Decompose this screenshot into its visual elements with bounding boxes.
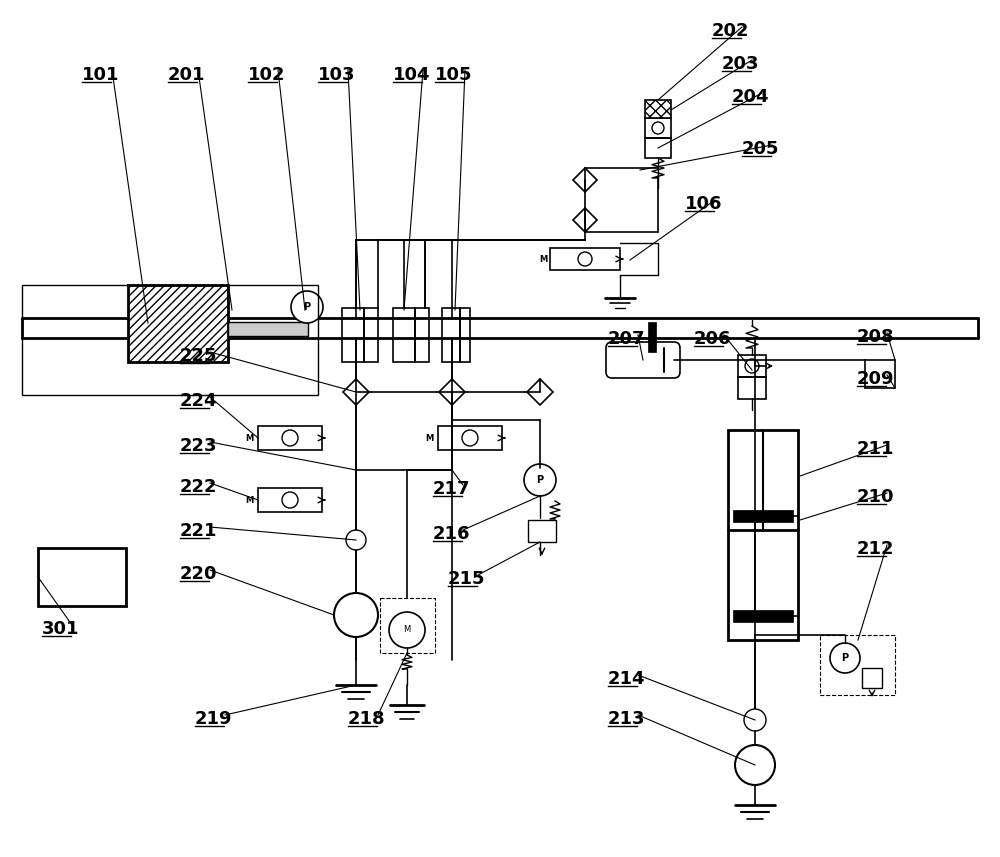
Circle shape bbox=[389, 612, 425, 648]
Text: 301: 301 bbox=[42, 620, 80, 638]
Bar bbox=[820, 635, 895, 695]
Text: 106: 106 bbox=[685, 195, 722, 213]
Text: 208: 208 bbox=[857, 328, 895, 346]
Bar bbox=[645, 138, 671, 158]
Text: 206: 206 bbox=[694, 330, 732, 348]
Bar bbox=[258, 488, 322, 512]
Text: 209: 209 bbox=[857, 370, 895, 388]
Bar bbox=[22, 285, 318, 395]
Text: 207: 207 bbox=[608, 330, 646, 348]
Text: P: P bbox=[536, 475, 544, 485]
Text: P: P bbox=[303, 302, 311, 312]
Text: 201: 201 bbox=[168, 66, 206, 84]
Text: 202: 202 bbox=[712, 22, 750, 40]
Text: 225: 225 bbox=[180, 347, 218, 365]
Text: 219: 219 bbox=[195, 710, 232, 728]
Text: 222: 222 bbox=[180, 478, 218, 496]
Text: M: M bbox=[245, 434, 253, 442]
Circle shape bbox=[334, 593, 378, 637]
Text: 220: 220 bbox=[180, 565, 218, 583]
Text: 217: 217 bbox=[433, 480, 471, 498]
Text: 101: 101 bbox=[82, 66, 120, 84]
Bar bbox=[415, 308, 429, 362]
Bar bbox=[862, 668, 882, 688]
Text: M: M bbox=[403, 626, 411, 634]
Bar bbox=[128, 285, 228, 362]
Text: 203: 203 bbox=[722, 55, 760, 73]
Text: M: M bbox=[425, 434, 433, 442]
Bar bbox=[460, 308, 470, 362]
Bar bbox=[342, 308, 364, 362]
Circle shape bbox=[735, 745, 775, 785]
Circle shape bbox=[744, 709, 766, 731]
Bar bbox=[733, 610, 793, 622]
Text: 224: 224 bbox=[180, 392, 218, 410]
Text: 104: 104 bbox=[393, 66, 430, 84]
Text: 105: 105 bbox=[435, 66, 473, 84]
Text: 221: 221 bbox=[180, 522, 218, 540]
Bar bbox=[438, 426, 502, 450]
Circle shape bbox=[346, 530, 366, 550]
Bar bbox=[380, 598, 435, 653]
Text: 214: 214 bbox=[608, 670, 646, 688]
Text: 204: 204 bbox=[732, 88, 770, 106]
Bar bbox=[738, 355, 766, 377]
Bar bbox=[645, 118, 671, 138]
Bar bbox=[364, 308, 378, 362]
Text: P: P bbox=[841, 653, 849, 663]
Bar bbox=[393, 308, 415, 362]
Circle shape bbox=[830, 643, 860, 673]
Text: 215: 215 bbox=[448, 570, 486, 588]
Bar bbox=[733, 510, 793, 522]
Bar bbox=[648, 322, 656, 352]
Circle shape bbox=[524, 464, 556, 496]
Text: 211: 211 bbox=[857, 440, 895, 458]
Text: 212: 212 bbox=[857, 540, 895, 558]
Bar bbox=[228, 322, 308, 336]
Text: 210: 210 bbox=[857, 488, 895, 506]
Text: 103: 103 bbox=[318, 66, 356, 84]
Text: 218: 218 bbox=[348, 710, 386, 728]
Text: M: M bbox=[245, 495, 253, 505]
Text: M: M bbox=[540, 255, 548, 263]
Bar bbox=[645, 100, 671, 118]
Bar bbox=[738, 377, 766, 399]
Text: 216: 216 bbox=[433, 525, 471, 543]
Bar bbox=[528, 520, 556, 542]
Bar bbox=[550, 248, 620, 270]
Bar bbox=[258, 426, 322, 450]
FancyBboxPatch shape bbox=[606, 342, 680, 378]
Bar bbox=[38, 548, 126, 606]
Bar bbox=[728, 430, 798, 640]
Text: 223: 223 bbox=[180, 437, 218, 455]
Circle shape bbox=[291, 291, 323, 323]
Bar bbox=[442, 308, 460, 362]
Text: 205: 205 bbox=[742, 140, 780, 158]
Text: 213: 213 bbox=[608, 710, 646, 728]
Text: 102: 102 bbox=[248, 66, 286, 84]
